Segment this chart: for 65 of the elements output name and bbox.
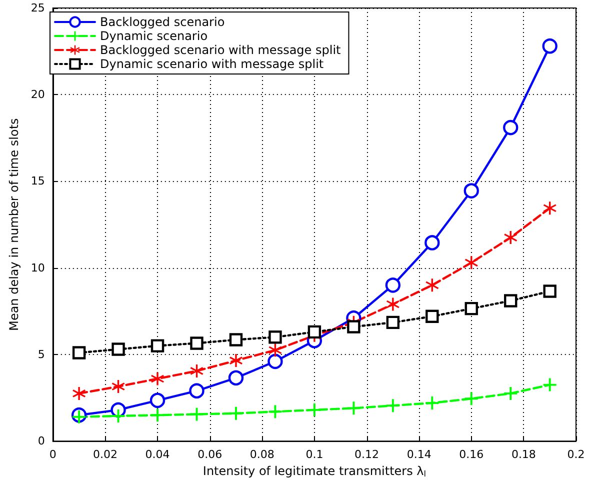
y-tick-label: 15 xyxy=(30,174,45,188)
point xyxy=(347,402,360,415)
point xyxy=(151,408,164,422)
point xyxy=(464,183,479,198)
point xyxy=(229,406,242,420)
point xyxy=(72,346,86,360)
point xyxy=(112,342,125,356)
point xyxy=(426,310,439,323)
point xyxy=(72,386,86,400)
point xyxy=(386,316,400,330)
x-tick-label: 0.04 xyxy=(145,448,170,462)
point xyxy=(229,333,243,346)
point xyxy=(112,380,125,394)
y-tick-label: 25 xyxy=(30,2,45,14)
legend-label: Dynamic scenario xyxy=(100,29,208,43)
point xyxy=(151,372,164,386)
point xyxy=(464,256,478,270)
point xyxy=(268,330,282,344)
x-tick-label: 0.08 xyxy=(250,448,274,462)
point xyxy=(112,409,125,422)
y-tick-label: 0 xyxy=(38,434,45,448)
x-tick-label: 0 xyxy=(49,448,56,462)
legend-label: Dynamic scenario with message split xyxy=(100,57,324,71)
point xyxy=(543,284,556,298)
point xyxy=(150,392,166,408)
point xyxy=(308,403,321,416)
legend-label: Backlogged scenario with message split xyxy=(100,43,342,57)
point xyxy=(542,38,558,54)
point xyxy=(504,231,518,244)
point xyxy=(504,294,518,308)
point xyxy=(268,354,283,370)
point xyxy=(386,399,400,412)
x-tick-label: 0.12 xyxy=(354,448,380,462)
legend-label: Backlogged scenario xyxy=(100,15,225,29)
point xyxy=(347,320,360,334)
point xyxy=(543,378,556,392)
y-tick-label: 5 xyxy=(38,348,45,361)
point xyxy=(228,370,244,386)
y-axis-title: Mean delay in number of time slots xyxy=(7,118,21,331)
x-tick-label: 0.1 xyxy=(306,448,324,462)
x-tick-label: 0.14 xyxy=(406,448,432,462)
point xyxy=(386,298,400,311)
point xyxy=(268,405,282,418)
point xyxy=(464,302,478,316)
point xyxy=(189,383,204,398)
point xyxy=(426,278,439,292)
point xyxy=(150,339,164,352)
x-tick-label: 0.02 xyxy=(92,448,118,462)
point xyxy=(464,392,478,406)
point xyxy=(503,120,518,136)
point xyxy=(426,396,439,410)
x-tick-label: 0.16 xyxy=(459,448,484,462)
point xyxy=(229,354,242,368)
x-tick-label: 0.2 xyxy=(567,448,585,462)
point xyxy=(424,235,440,250)
x-tick-label: 0.06 xyxy=(198,448,222,462)
x-tick-label: 0.18 xyxy=(511,448,536,462)
y-tick-label: 10 xyxy=(30,261,45,274)
point xyxy=(504,386,518,400)
y-tick-label: 20 xyxy=(30,88,45,102)
point xyxy=(385,278,401,293)
point xyxy=(268,344,282,357)
point xyxy=(190,336,204,350)
point xyxy=(190,364,204,378)
point xyxy=(543,202,556,215)
